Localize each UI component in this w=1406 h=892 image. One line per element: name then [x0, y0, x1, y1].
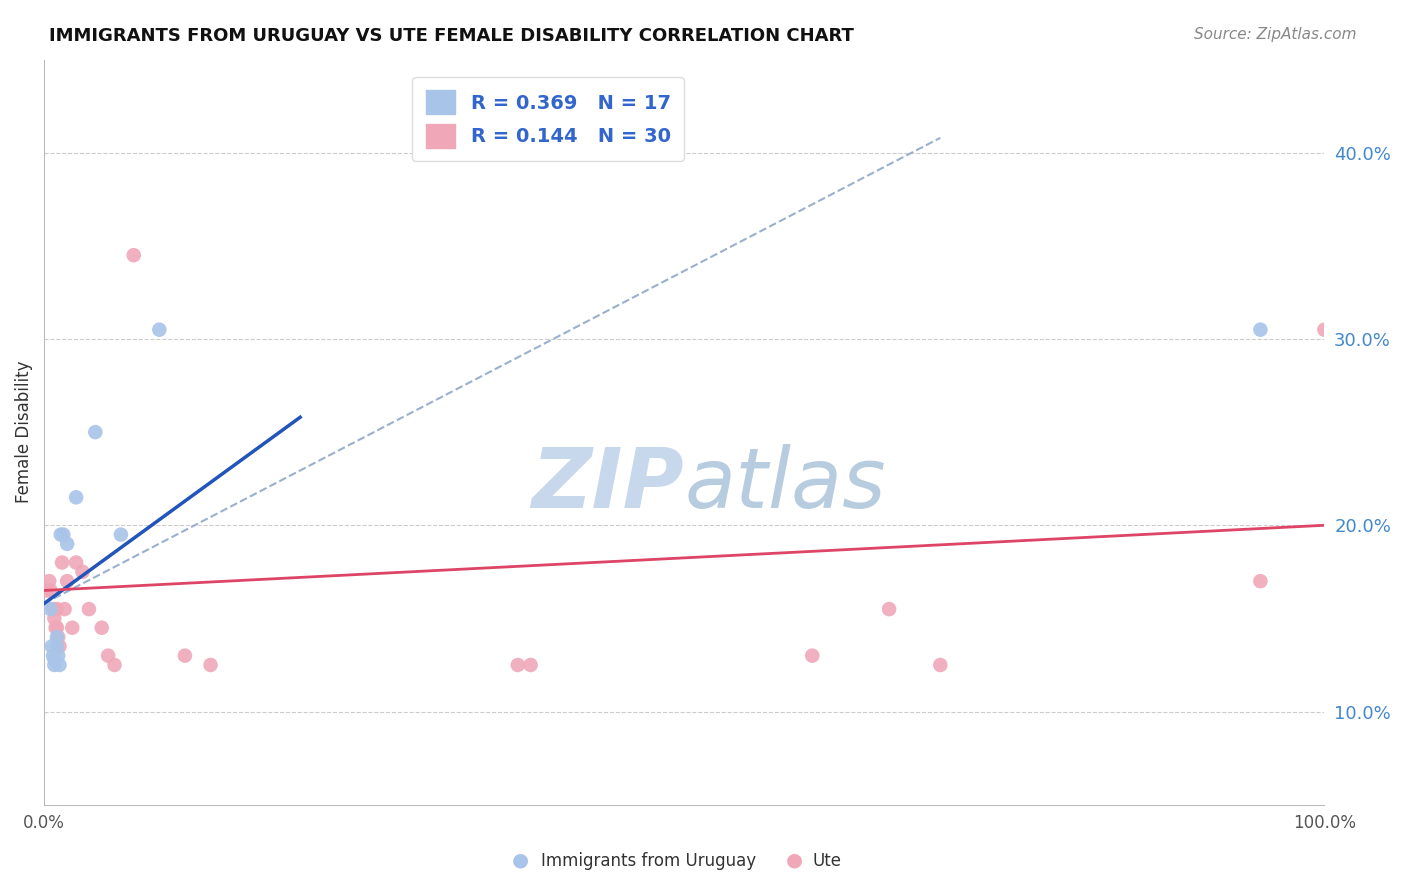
Point	[45, 640, 67, 654]
Point	[53, 602, 76, 616]
Point	[51, 556, 73, 570]
Text: Immigrants from Uruguay: Immigrants from Uruguay	[541, 852, 756, 870]
Point	[41, 640, 63, 654]
Point	[77, 602, 100, 616]
Text: ●: ●	[512, 851, 529, 870]
Point	[39, 583, 62, 598]
Point	[56, 574, 79, 589]
Text: Source: ZipAtlas.com: Source: ZipAtlas.com	[1194, 27, 1357, 42]
Point	[45, 630, 67, 644]
Point	[506, 657, 529, 672]
Text: ●: ●	[786, 851, 803, 870]
Point	[46, 630, 69, 644]
Point	[90, 621, 112, 635]
Point	[42, 602, 65, 616]
Point	[200, 657, 222, 672]
Point	[1249, 323, 1271, 337]
Point	[48, 640, 70, 654]
Point	[56, 537, 79, 551]
Legend: R = 0.369   N = 17, R = 0.144   N = 30: R = 0.369 N = 17, R = 0.144 N = 30	[412, 77, 685, 161]
Point	[801, 648, 824, 663]
Point	[519, 657, 541, 672]
Point	[44, 611, 66, 625]
Point	[46, 648, 69, 663]
Text: IMMIGRANTS FROM URUGUAY VS UTE FEMALE DISABILITY CORRELATION CHART: IMMIGRANTS FROM URUGUAY VS UTE FEMALE DI…	[49, 27, 853, 45]
Point	[148, 323, 170, 337]
Point	[65, 491, 87, 505]
Point	[877, 602, 900, 616]
Point	[84, 425, 107, 439]
Point	[1313, 323, 1336, 337]
Point	[35, 583, 58, 598]
Text: Ute: Ute	[813, 852, 842, 870]
Point	[122, 248, 145, 262]
Point	[45, 621, 67, 635]
Point	[42, 648, 65, 663]
Point	[103, 657, 125, 672]
Point	[45, 602, 67, 616]
Point	[44, 657, 66, 672]
Point	[49, 527, 72, 541]
Point	[44, 652, 66, 666]
Point	[97, 648, 120, 663]
Point	[65, 556, 87, 570]
Point	[929, 657, 952, 672]
Text: atlas: atlas	[685, 444, 886, 524]
Point	[174, 648, 197, 663]
Point	[45, 621, 67, 635]
Point	[110, 527, 132, 541]
Text: ZIP: ZIP	[531, 444, 685, 524]
Point	[1249, 574, 1271, 589]
Point	[39, 602, 62, 616]
Point	[60, 621, 83, 635]
Point	[48, 657, 70, 672]
Y-axis label: Female Disability: Female Disability	[15, 361, 32, 503]
Point	[38, 574, 60, 589]
Point	[72, 565, 94, 579]
Point	[52, 527, 75, 541]
